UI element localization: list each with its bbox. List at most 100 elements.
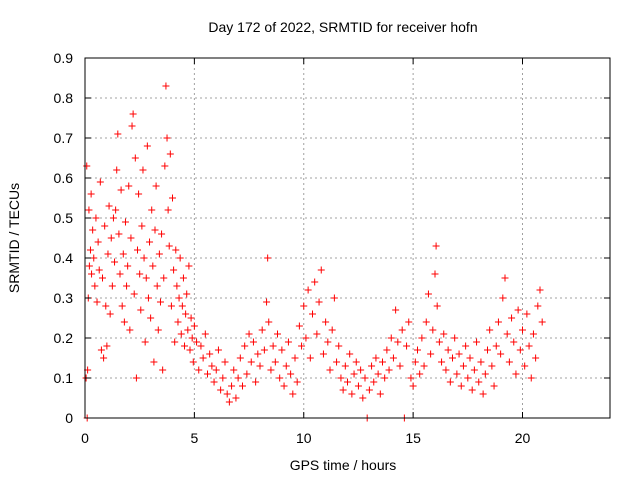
data-point xyxy=(392,306,400,314)
data-point xyxy=(523,310,531,318)
data-point xyxy=(119,250,127,258)
data-point xyxy=(160,274,168,282)
data-point xyxy=(144,294,152,302)
data-point xyxy=(135,190,143,198)
data-point xyxy=(424,290,432,298)
data-point xyxy=(529,330,537,338)
data-point xyxy=(149,262,157,270)
data-point xyxy=(181,342,189,350)
data-point xyxy=(527,374,535,382)
data-point xyxy=(519,326,526,334)
data-point xyxy=(271,358,279,366)
data-point xyxy=(126,326,134,334)
data-point xyxy=(107,234,115,242)
data-point xyxy=(365,386,373,394)
data-point xyxy=(344,378,351,386)
data-point xyxy=(156,298,164,306)
data-point xyxy=(112,206,120,214)
data-point xyxy=(94,238,102,246)
data-point xyxy=(85,206,93,214)
data-point xyxy=(370,378,378,386)
data-point xyxy=(427,350,435,358)
data-point xyxy=(512,370,520,378)
data-point xyxy=(357,366,365,374)
data-point xyxy=(372,354,380,362)
data-point xyxy=(538,318,546,326)
data-point xyxy=(154,326,162,334)
data-point xyxy=(254,350,262,358)
data-point xyxy=(91,282,99,290)
data-point xyxy=(132,374,140,382)
data-point xyxy=(210,378,218,386)
data-point xyxy=(494,318,502,326)
data-point xyxy=(124,262,132,270)
data-point xyxy=(295,322,303,330)
data-point xyxy=(468,386,476,394)
data-point xyxy=(442,366,450,374)
data-point xyxy=(264,254,272,262)
data-point xyxy=(326,366,334,374)
data-point xyxy=(249,338,257,346)
data-point xyxy=(223,390,231,398)
data-point xyxy=(359,394,367,402)
data-point xyxy=(121,218,129,226)
data-point xyxy=(185,262,193,270)
data-point xyxy=(322,318,330,326)
data-point xyxy=(130,290,138,298)
x-tick-label: 20 xyxy=(515,430,531,446)
data-point xyxy=(234,374,242,382)
data-point xyxy=(99,274,106,282)
data-point xyxy=(525,342,533,350)
data-point xyxy=(128,122,136,130)
y-tick-label: 0.8 xyxy=(54,90,74,106)
data-point xyxy=(131,154,139,162)
data-point xyxy=(228,382,236,390)
data-point xyxy=(176,254,184,262)
data-point xyxy=(182,310,190,318)
data-point xyxy=(499,294,507,302)
x-axis-title: GPS time / hours xyxy=(290,457,397,473)
data-point xyxy=(289,390,297,398)
chart-title: Day 172 of 2022, SRMTID for receiver hof… xyxy=(208,19,477,35)
data-point xyxy=(206,350,214,358)
data-point xyxy=(291,354,299,362)
data-point xyxy=(177,330,185,338)
data-point xyxy=(195,366,203,374)
data-point xyxy=(193,338,201,346)
data-point xyxy=(143,142,151,150)
data-point xyxy=(265,318,273,326)
data-point xyxy=(96,178,104,186)
data-point xyxy=(175,294,183,302)
data-point xyxy=(457,382,465,390)
data-point xyxy=(230,366,238,374)
data-point xyxy=(260,346,268,354)
data-point xyxy=(150,358,158,366)
data-point xyxy=(319,350,327,358)
data-point xyxy=(389,354,397,362)
data-point xyxy=(170,266,178,274)
data-point xyxy=(346,350,354,358)
x-tick-label: 0 xyxy=(81,430,89,446)
data-point xyxy=(166,150,174,158)
data-point xyxy=(115,230,123,238)
data-point xyxy=(161,162,169,170)
data-point xyxy=(163,134,171,142)
data-point xyxy=(245,330,253,338)
x-tick-label: 15 xyxy=(405,430,421,446)
data-point xyxy=(333,358,341,366)
y-tick-label: 0.7 xyxy=(54,130,74,146)
data-point xyxy=(433,302,441,310)
data-point xyxy=(416,370,424,378)
data-point xyxy=(374,370,382,378)
data-point xyxy=(111,258,119,266)
data-point xyxy=(120,318,128,326)
data-point xyxy=(464,374,472,382)
data-point xyxy=(88,270,96,278)
data-point xyxy=(309,310,316,318)
data-point xyxy=(414,346,421,354)
data-point xyxy=(431,270,439,278)
data-point xyxy=(484,346,491,354)
data-point xyxy=(102,302,110,310)
data-point xyxy=(204,370,211,378)
